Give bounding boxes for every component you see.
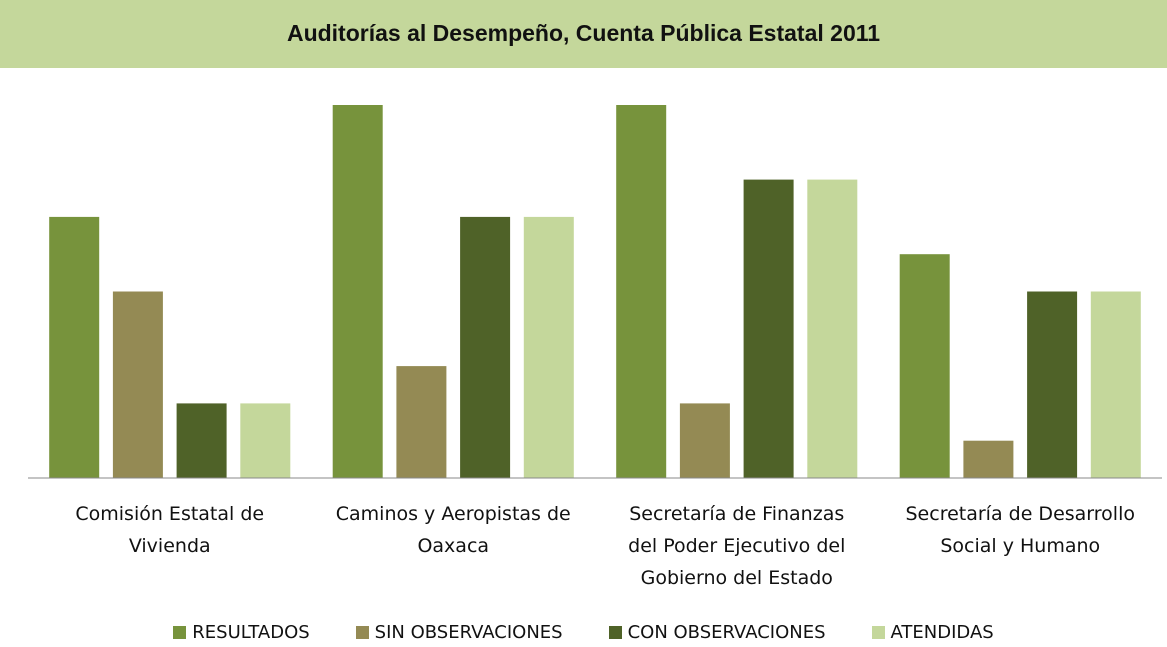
bar [616, 105, 667, 478]
legend-item: ATENDIDAS [871, 622, 994, 643]
bar [743, 179, 794, 478]
bar [807, 179, 858, 478]
x-tick-label: Comisión Estatal de Vivienda [75, 503, 265, 557]
bar [1027, 291, 1078, 478]
chart-title: Auditorías al Desempeño, Cuenta Pública … [286, 20, 881, 46]
bar [112, 291, 163, 478]
legend-swatch [173, 626, 187, 639]
x-tick-label: Caminos y Aeropistas de Oaxaca [335, 503, 571, 557]
legend: RESULTADOS SIN OBSERVACIONES CON OBSERVACI… [0, 622, 1167, 643]
legend-label: ATENDIDAS [890, 622, 994, 643]
bar [460, 216, 511, 478]
bar [679, 403, 730, 478]
bar [49, 216, 100, 478]
bar [396, 366, 447, 478]
bar [523, 216, 574, 478]
legend-label: RESULTADOS [192, 622, 310, 643]
bar [899, 254, 950, 478]
bar [1090, 291, 1141, 478]
bar [240, 403, 291, 478]
x-tick-label: Secretaría de Desarrollo Social y Humano [905, 503, 1135, 557]
legend-label: CON OBSERVACIONES [627, 622, 826, 643]
bar [332, 105, 383, 478]
legend-swatch [355, 626, 369, 639]
x-tick-label: Secretaría de Finanzas del Poder Ejecuti… [628, 503, 846, 589]
title-banner [0, 0, 1167, 68]
legend-swatch [871, 626, 885, 639]
bar [963, 440, 1014, 478]
legend-item: SIN OBSERVACIONES [355, 622, 563, 643]
bar [176, 403, 227, 478]
legend-label: SIN OBSERVACIONES [374, 622, 563, 643]
legend-item: CON OBSERVACIONES [608, 622, 826, 643]
legend-item: RESULTADOS [173, 622, 310, 643]
legend-swatch [608, 626, 622, 639]
